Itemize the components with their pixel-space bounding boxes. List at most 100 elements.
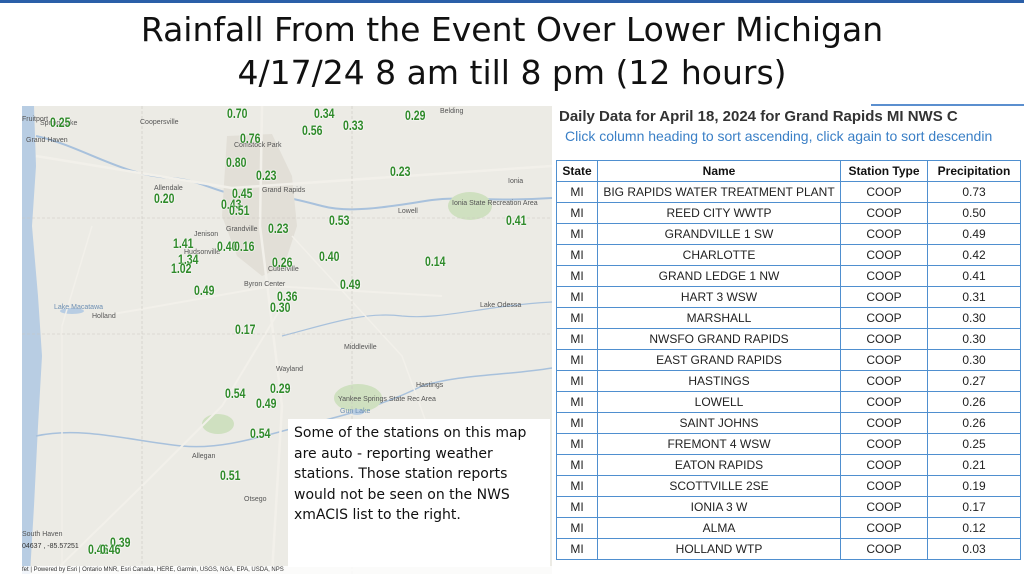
map-place-label: Grand Haven (26, 137, 68, 144)
cell-station-type: COOP (840, 475, 928, 497)
rainfall-amount-label[interactable]: 0.54 (225, 385, 246, 401)
cell-station-type: COOP (840, 202, 928, 224)
rainfall-amount-label[interactable]: 0.46 (88, 541, 109, 557)
cell-precipitation: 0.30 (927, 349, 1021, 371)
table-row: MI CHARLOTTE COOP 0.42 (556, 244, 1021, 266)
rainfall-amount-label[interactable]: 1.02 (171, 260, 192, 276)
rainfall-amount-label[interactable]: 0.76 (240, 130, 261, 146)
rainfall-amount-label[interactable]: 0.29 (405, 107, 426, 123)
rainfall-amount-label[interactable]: 0.51 (220, 467, 241, 483)
map-place-label: Jenison (194, 231, 219, 238)
map-place-label: Otsego (244, 496, 267, 503)
cell-state: MI (556, 202, 598, 224)
rainfall-amount-label[interactable]: 0.41 (506, 212, 527, 228)
rainfall-amount-label[interactable]: 0.29 (270, 380, 291, 396)
cell-station-type: COOP (840, 265, 928, 287)
rainfall-amount-label[interactable]: 0.56 (302, 122, 323, 138)
rainfall-amount-label[interactable]: 0.23 (256, 167, 277, 183)
rainfall-amount-label[interactable]: 0.33 (343, 117, 364, 133)
cell-state: MI (556, 433, 598, 455)
rainfall-amount-label[interactable]: 0.20 (154, 190, 175, 206)
cell-name: SAINT JOHNS (597, 412, 841, 434)
cell-station-type: COOP (840, 349, 928, 371)
rainfall-amount-label[interactable]: 0.46 (100, 541, 121, 557)
table-row: MI GRANDVILLE 1 SW COOP 0.49 (556, 223, 1021, 245)
rainfall-amount-label[interactable]: 0.53 (329, 212, 350, 228)
table-row: MI EATON RAPIDS COOP 0.21 (556, 454, 1021, 476)
rainfall-amount-label[interactable]: 0.43 (221, 196, 242, 212)
cell-precipitation: 0.26 (927, 412, 1021, 434)
table-row: MI GRAND LEDGE 1 NW COOP 0.41 (556, 265, 1021, 287)
rainfall-amount-label[interactable]: 0.14 (425, 253, 446, 269)
rainfall-amount-label[interactable]: 0.49 (340, 276, 361, 292)
rainfall-amount-label[interactable]: 0.49 (194, 282, 215, 298)
rainfall-amount-label[interactable]: 0.49 (256, 395, 277, 411)
cell-station-type: COOP (840, 307, 928, 329)
rainfall-amount-label[interactable]: 1.41 (173, 235, 194, 251)
rainfall-amount-label[interactable]: 0.80 (226, 154, 247, 170)
rainfall-amount-label[interactable]: 0.40 (319, 248, 340, 264)
rainfall-amount-label[interactable]: 0.30 (270, 299, 291, 315)
map-lake-label: Gun Lake (340, 408, 371, 415)
cell-name: LOWELL (597, 391, 841, 413)
cell-precipitation: 0.42 (927, 244, 1021, 266)
rainfall-amount-label[interactable]: 0.34 (314, 106, 335, 121)
rainfall-amount-label[interactable]: 0.54 (250, 425, 271, 441)
cell-name: HOLLAND WTP (597, 538, 841, 560)
cell-station-type: COOP (840, 454, 928, 476)
table-row: MI HASTINGS COOP 0.27 (556, 370, 1021, 392)
rainfall-amount-label[interactable]: 0.36 (277, 288, 298, 304)
cell-name: GRANDVILLE 1 SW (597, 223, 841, 245)
rainfall-map[interactable]: Fruitport Spring Lake Grand Haven Coopersvi… (22, 106, 552, 574)
cell-state: MI (556, 412, 598, 434)
rainfall-amount-label[interactable]: 0.23 (390, 163, 411, 179)
rainfall-amount-label[interactable]: 0.45 (232, 185, 253, 201)
map-place-label: Comstock Park (234, 142, 282, 149)
cell-name: MARSHALL (597, 307, 841, 329)
rainfall-amount-label[interactable]: 0.51 (229, 202, 250, 218)
map-place-label: Coopersville (140, 119, 179, 126)
cell-station-type: COOP (840, 412, 928, 434)
cell-name: GRAND LEDGE 1 NW (597, 265, 841, 287)
rainfall-amount-label[interactable]: 0.40 (217, 238, 238, 254)
cell-state: MI (556, 391, 598, 413)
cell-precipitation: 0.31 (927, 286, 1021, 308)
panel-sort-hint: Click column heading to sort ascending, … (565, 128, 993, 144)
rainfall-amount-label[interactable]: 0.25 (50, 114, 71, 130)
cell-state: MI (556, 328, 598, 350)
column-header-name[interactable]: Name (597, 160, 841, 182)
rainfall-amount-label[interactable]: 0.23 (268, 220, 289, 236)
rainfall-amount-label[interactable]: 1.34 (178, 251, 199, 267)
cell-state: MI (556, 265, 598, 287)
map-attribution[interactable]: fet | Powered by Esri | Ontario MNR, Esr… (22, 566, 552, 574)
rainfall-amount-label[interactable]: 0.39 (110, 534, 131, 550)
column-header-station-type[interactable]: Station Type (840, 160, 928, 182)
rainfall-amount-label[interactable]: 0.16 (234, 238, 255, 254)
rainfall-amount-label[interactable]: 0.17 (235, 321, 256, 337)
map-place-label: Lake Odessa (480, 302, 522, 309)
cell-precipitation: 0.12 (927, 517, 1021, 539)
column-header-state[interactable]: State (556, 160, 598, 182)
cell-station-type: COOP (840, 286, 928, 308)
map-place-label: Middleville (344, 344, 377, 351)
table-row: MI SCOTTVILLE 2SE COOP 0.19 (556, 475, 1021, 497)
table-row: MI FREMONT 4 WSW COOP 0.25 (556, 433, 1021, 455)
cell-name: SCOTTVILLE 2SE (597, 475, 841, 497)
map-place-label: Yankee Springs State Rec Area (338, 396, 436, 403)
cell-precipitation: 0.30 (927, 328, 1021, 350)
rainfall-amount-label[interactable]: 0.70 (227, 106, 248, 121)
panel-heading: Daily Data for April 18, 2024 for Grand … (559, 108, 958, 125)
cell-station-type: COOP (840, 433, 928, 455)
cell-precipitation: 0.30 (927, 307, 1021, 329)
table-row: MI HOLLAND WTP COOP 0.03 (556, 538, 1021, 560)
cell-name: EATON RAPIDS (597, 454, 841, 476)
cell-station-type: COOP (840, 517, 928, 539)
cell-state: MI (556, 517, 598, 539)
cell-station-type: COOP (840, 370, 928, 392)
cell-station-type: COOP (840, 538, 928, 560)
cell-state: MI (556, 349, 598, 371)
column-header-precipitation[interactable]: Precipitation (927, 160, 1021, 182)
map-place-label: Fruitport (22, 116, 49, 123)
slide-title: Rainfall From the Event Over Lower Michi… (0, 8, 1024, 94)
rainfall-amount-label[interactable]: 0.26 (272, 254, 293, 270)
